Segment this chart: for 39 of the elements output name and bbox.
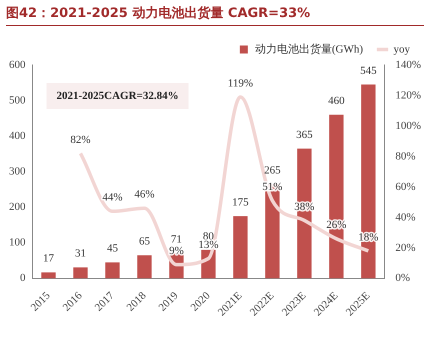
- y-tick-label: 600: [9, 58, 26, 71]
- data-label: 13%: [198, 238, 219, 251]
- legend-label: yoy: [394, 43, 410, 56]
- y-tick-label: 100: [9, 236, 26, 249]
- bar: [105, 262, 120, 278]
- data-label: 45: [106, 242, 118, 255]
- y-tick-label: 400: [9, 130, 26, 142]
- y-tick-label: 200: [9, 201, 26, 214]
- data-label: 119%: [228, 77, 254, 90]
- data-label: 460: [328, 95, 346, 108]
- y2-tick-label: 60%: [395, 180, 416, 193]
- data-label: 82%: [70, 134, 91, 146]
- y2-tick-label: 100%: [395, 120, 422, 132]
- y2-tick-label: 40%: [395, 211, 416, 224]
- data-label: 44%: [102, 192, 123, 204]
- data-label: 71: [170, 234, 182, 246]
- y-tick-label: 0: [20, 272, 26, 284]
- data-label: 265: [264, 164, 282, 177]
- y2-tick-label: 120%: [395, 89, 422, 102]
- data-label: 365: [296, 128, 314, 141]
- data-label: 17: [42, 252, 54, 265]
- data-label: 46%: [134, 188, 155, 201]
- y2-tick-label: 0%: [395, 272, 410, 284]
- legend-label: 动力电池出货量(GWh): [254, 42, 364, 56]
- y-tick-label: 300: [9, 166, 26, 178]
- bar: [73, 267, 88, 278]
- annotation: 2021-2025CAGR=32.84%: [56, 90, 179, 102]
- data-label: 65: [138, 236, 150, 248]
- data-label: 31: [74, 248, 86, 260]
- bar: [233, 216, 248, 278]
- bar: [361, 84, 376, 278]
- y2-tick-label: 20%: [395, 242, 416, 254]
- y-tick-label: 500: [9, 94, 26, 106]
- bar: [137, 255, 152, 278]
- y2-tick-label: 80%: [395, 150, 416, 162]
- data-label: 175: [232, 196, 250, 209]
- data-label: 545: [360, 64, 378, 77]
- y2-tick-label: 140%: [395, 58, 422, 71]
- chart-title: 图42：2021-2025 动力电池出货量 CAGR=33%: [6, 4, 424, 26]
